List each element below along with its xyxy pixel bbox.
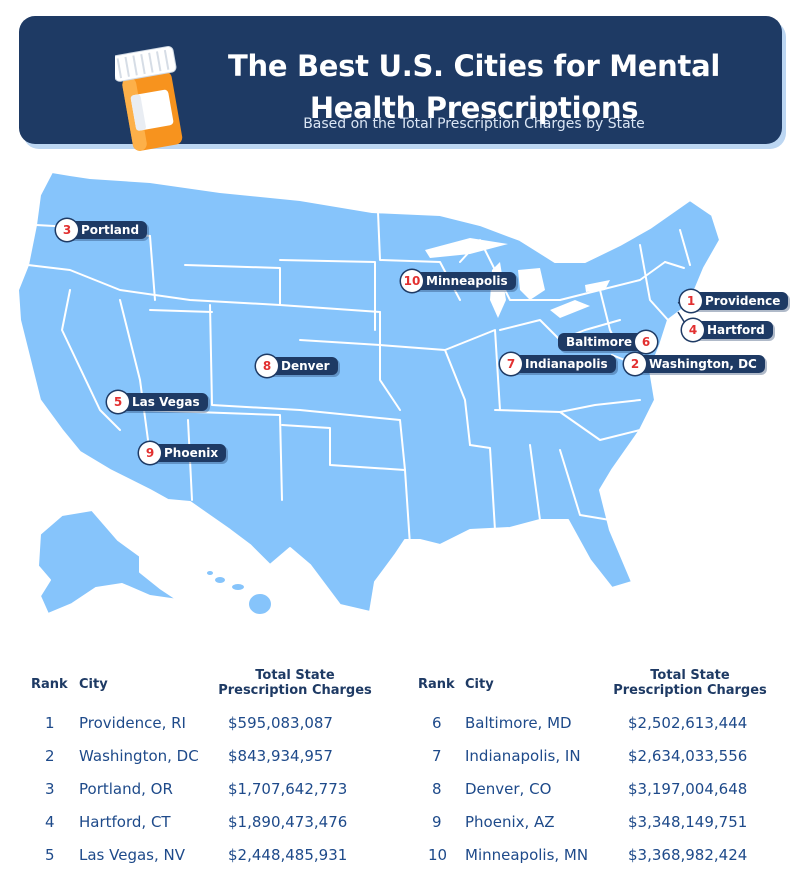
row-city: Denver, CO xyxy=(465,780,552,798)
hawaii-maui xyxy=(230,582,246,592)
row-rank: 1 xyxy=(45,714,55,732)
map-marker-las-vegas: 5 Las Vegas xyxy=(107,391,208,413)
map-marker-providence: 1 Providence xyxy=(680,290,789,312)
row-city: Baltimore, MD xyxy=(465,714,572,732)
page-subtitle: Based on the Total Prescription Charges … xyxy=(303,116,645,132)
row-charges: $3,197,004,648 xyxy=(628,780,748,798)
row-rank: 7 xyxy=(432,747,442,765)
row-city: Las Vegas, NV xyxy=(79,846,186,864)
row-charges: $3,348,149,751 xyxy=(628,813,748,831)
row-charges: $1,707,642,773 xyxy=(228,780,348,798)
marker-label: Hartford xyxy=(693,321,773,339)
page-title: The Best U.S. Cities for Mental Health P… xyxy=(194,45,754,129)
col-header-charges-line1: Total State xyxy=(255,668,335,683)
map-marker-baltimore: Baltimore 6 xyxy=(558,331,658,353)
row-rank: 8 xyxy=(432,780,442,798)
row-charges: $2,634,033,556 xyxy=(628,747,748,765)
row-rank: 2 xyxy=(45,747,55,765)
row-city: Indianapolis, IN xyxy=(465,747,581,765)
rank-badge: 8 xyxy=(256,355,278,377)
marker-label: Phoenix xyxy=(150,444,227,462)
col-header-charges: Total State Prescription Charges xyxy=(610,668,770,698)
rank-badge: 2 xyxy=(624,353,646,375)
row-charges: $843,934,957 xyxy=(228,747,333,765)
row-charges: $2,448,485,931 xyxy=(228,846,348,864)
row-rank: 5 xyxy=(45,846,55,864)
table-row: 7 Indianapolis, IN $2,634,033,556 xyxy=(400,747,800,769)
table-row: 3 Portland, OR $1,707,642,773 xyxy=(0,780,400,802)
map-marker-minneapolis: 10 Minneapolis xyxy=(401,270,516,292)
rank-badge: 9 xyxy=(139,442,161,464)
marker-label: Baltimore xyxy=(558,333,647,351)
table-row: 1 Providence, RI $595,083,087 xyxy=(0,714,400,736)
rank-badge: 1 xyxy=(680,290,702,312)
table-row: 6 Baltimore, MD $2,502,613,444 xyxy=(400,714,800,736)
title-line-2: Health Prescriptions xyxy=(309,91,639,125)
row-rank: 9 xyxy=(432,813,442,831)
marker-label: Indianapolis xyxy=(511,355,616,373)
map-marker-denver: 8 Denver xyxy=(256,355,338,377)
table-row: 8 Denver, CO $3,197,004,648 xyxy=(400,780,800,802)
marker-label: Minneapolis xyxy=(412,272,516,290)
contiguous-us-shape xyxy=(17,171,721,613)
row-city: Portland, OR xyxy=(79,780,173,798)
marker-label: Denver xyxy=(267,357,338,375)
row-charges: $1,890,473,476 xyxy=(228,813,348,831)
map-marker-indianapolis: 7 Indianapolis xyxy=(500,353,616,375)
rank-badge: 4 xyxy=(682,319,704,341)
title-line-1: The Best U.S. Cities for Mental xyxy=(228,49,720,83)
rank-badge: 6 xyxy=(635,331,658,353)
hawaii-big-island xyxy=(247,592,273,616)
col-header-charges-line1: Total State xyxy=(650,668,730,683)
col-header-charges: Total State Prescription Charges xyxy=(215,668,375,698)
col-header-city: City xyxy=(79,677,108,692)
row-rank: 10 xyxy=(428,846,448,864)
marker-label: Providence xyxy=(691,292,789,310)
map-marker-portland: 3 Portland xyxy=(56,219,148,241)
map-marker-hartford: 4 Hartford xyxy=(682,319,773,341)
marker-label: Las Vegas xyxy=(118,393,208,411)
row-city: Minneapolis, MN xyxy=(465,846,589,864)
row-city: Providence, RI xyxy=(79,714,186,732)
col-header-rank: Rank xyxy=(31,677,68,692)
row-city: Hartford, CT xyxy=(79,813,171,831)
hawaii-oahu xyxy=(213,575,227,585)
table-row: 2 Washington, DC $843,934,957 xyxy=(0,747,400,769)
header-banner: The Best U.S. Cities for Mental Health P… xyxy=(19,16,782,151)
col-header-rank: Rank xyxy=(418,677,455,692)
row-charges: $595,083,087 xyxy=(228,714,333,732)
table-row: 4 Hartford, CT $1,890,473,476 xyxy=(0,813,400,835)
row-rank: 6 xyxy=(432,714,442,732)
col-header-charges-line2: Prescription Charges xyxy=(218,683,372,698)
row-city: Phoenix, AZ xyxy=(465,813,555,831)
table-row: 9 Phoenix, AZ $3,348,149,751 xyxy=(400,813,800,835)
marker-label: Washington, DC xyxy=(635,355,765,373)
row-rank: 4 xyxy=(45,813,55,831)
row-charges: $2,502,613,444 xyxy=(628,714,748,732)
pill-bottle-icon xyxy=(115,45,183,151)
rank-badge: 10 xyxy=(401,270,423,292)
rank-badge: 3 xyxy=(56,219,78,241)
hawaii-kauai xyxy=(205,569,215,577)
table-row: 10 Minneapolis, MN $3,368,982,424 xyxy=(400,846,800,868)
row-charges: $3,368,982,424 xyxy=(628,846,748,864)
map-marker-washington-dc: 2 Washington, DC xyxy=(624,353,765,375)
alaska-shape xyxy=(37,509,179,615)
rank-badge: 5 xyxy=(107,391,129,413)
state-borders xyxy=(27,211,691,546)
row-city: Washington, DC xyxy=(79,747,199,765)
table-row: 5 Las Vegas, NV $2,448,485,931 xyxy=(0,846,400,868)
map-marker-phoenix: 9 Phoenix xyxy=(139,442,227,464)
marker-label: Portland xyxy=(67,221,148,239)
row-rank: 3 xyxy=(45,780,55,798)
rank-badge: 7 xyxy=(500,353,522,375)
col-header-city: City xyxy=(465,677,494,692)
col-header-charges-line2: Prescription Charges xyxy=(613,683,767,698)
